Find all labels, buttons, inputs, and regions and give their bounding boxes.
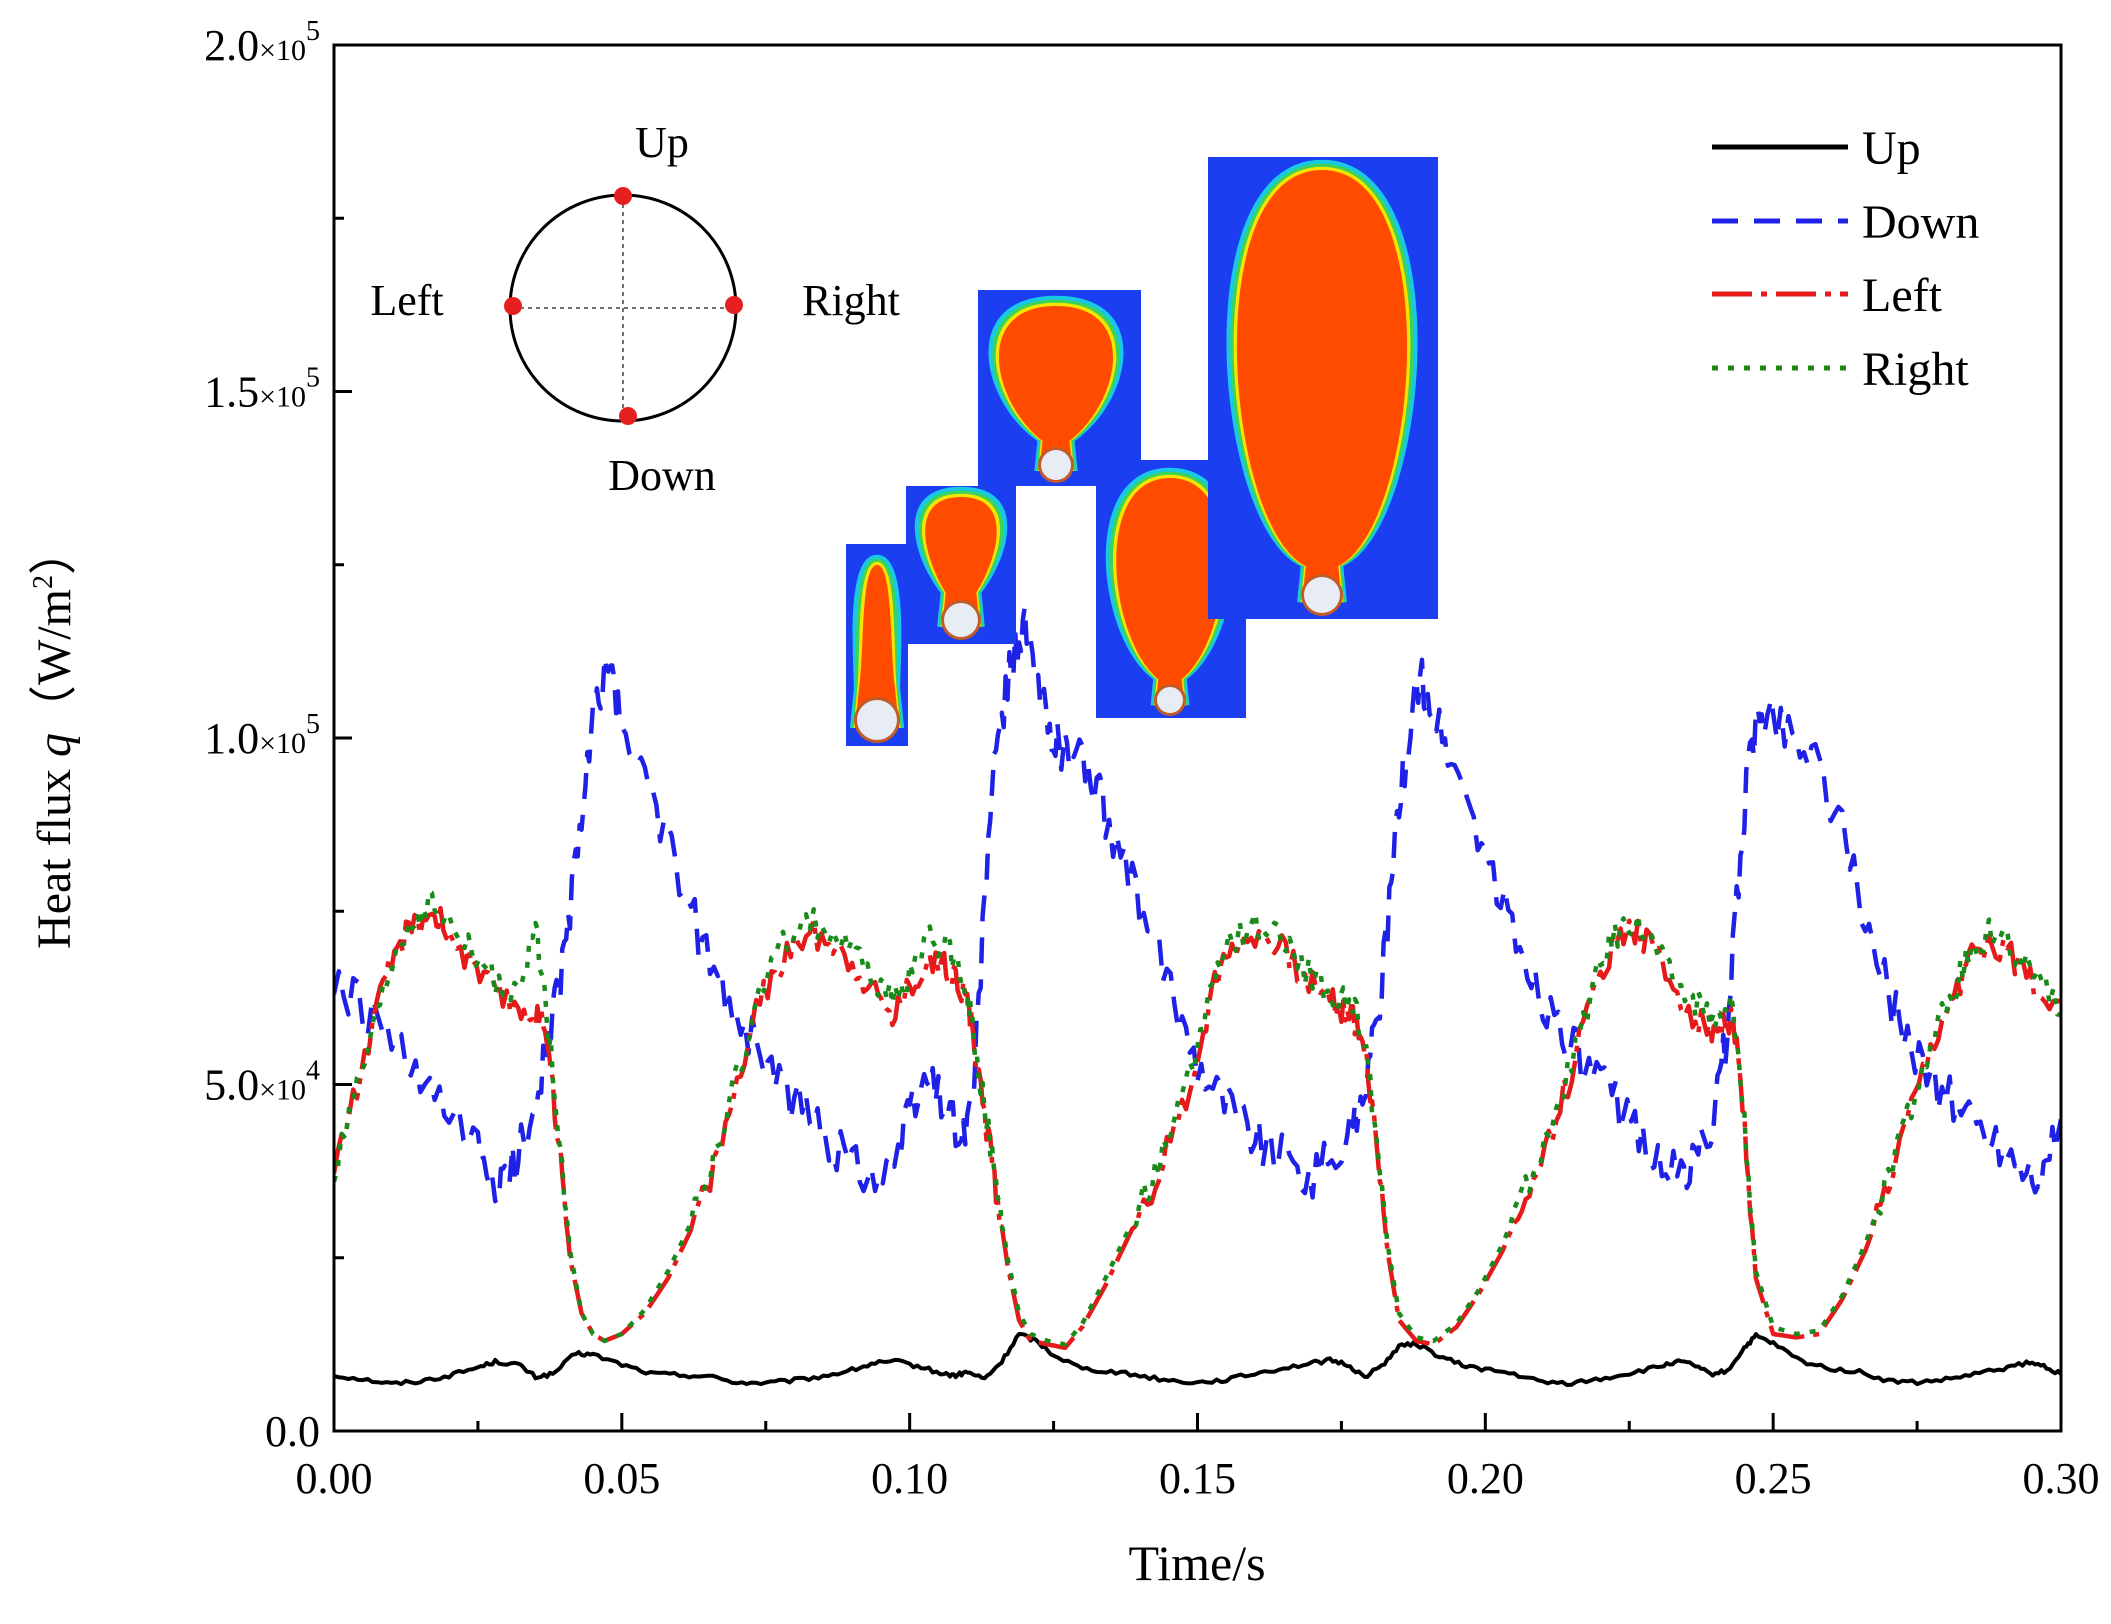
series-line-right bbox=[334, 889, 2061, 1347]
series-line-up bbox=[334, 1332, 2061, 1387]
legend-label-right: Right bbox=[1862, 343, 1969, 396]
bubble-frame-1 bbox=[846, 544, 908, 746]
series-line-down bbox=[334, 604, 2061, 1204]
right-point-marker bbox=[725, 296, 743, 314]
x-tick-label: 0.25 bbox=[1735, 1454, 1812, 1503]
plot-frame bbox=[332, 43, 2063, 1433]
bubble-snapshots bbox=[846, 157, 1438, 746]
x-tick-label: 0.20 bbox=[1447, 1454, 1524, 1503]
x-tick-label: 0.30 bbox=[2023, 1454, 2100, 1503]
bubble-frame-3 bbox=[978, 290, 1141, 486]
down-point-marker bbox=[619, 407, 637, 425]
bubble-frame-2 bbox=[906, 486, 1016, 644]
inset-label-left: Left bbox=[370, 276, 443, 325]
heating-wire bbox=[1041, 450, 1071, 480]
vapor-bubble bbox=[1236, 170, 1408, 603]
bubble-frame-5 bbox=[1208, 157, 1438, 619]
series-layer bbox=[334, 604, 2061, 1387]
series-line-left bbox=[334, 905, 2061, 1351]
vapor-bubble bbox=[855, 565, 899, 728]
legend: Up Down Left Right bbox=[1712, 122, 1979, 396]
x-tick-label: 0.05 bbox=[583, 1454, 660, 1503]
y-axis-label: Heat flux q（W/m2） bbox=[28, 527, 81, 949]
vapor-bubble bbox=[925, 497, 997, 627]
heating-wire bbox=[857, 700, 897, 740]
x-axis-label: Time/s bbox=[1128, 1535, 1265, 1591]
x-tick-label: 0.10 bbox=[871, 1454, 948, 1503]
x-tick-label: 0.00 bbox=[296, 1454, 373, 1503]
y-tick-label: 5.0×104 bbox=[204, 1056, 320, 1110]
legend-label-left: Left bbox=[1862, 269, 1943, 322]
y-axis: 0.0 5.0×104 1.0×105 1.5×105 2.0×105 bbox=[204, 16, 352, 1456]
y-tick-label: 2.0×105 bbox=[204, 16, 320, 70]
vapor-bubble bbox=[1116, 478, 1224, 706]
inset-label-right: Right bbox=[802, 276, 900, 325]
y-tick-label: 0.0 bbox=[265, 1407, 320, 1456]
x-tick-label: 0.15 bbox=[1159, 1454, 1236, 1503]
x-axis: 0.00 0.05 0.10 0.15 0.20 0.25 0.30 bbox=[296, 1413, 2100, 1503]
y-tick-label: 1.0×105 bbox=[204, 709, 320, 763]
heating-wire bbox=[1157, 687, 1183, 713]
heating-wire bbox=[944, 603, 978, 637]
inset-label-up: Up bbox=[635, 118, 689, 167]
legend-label-up: Up bbox=[1862, 122, 1921, 175]
up-point-marker bbox=[614, 187, 632, 205]
heating-wire bbox=[1304, 577, 1340, 613]
inset-label-down: Down bbox=[608, 451, 716, 500]
vapor-bubble bbox=[998, 306, 1114, 471]
tube-position-inset: Up Down Left Right bbox=[370, 118, 900, 500]
left-point-marker bbox=[504, 297, 522, 315]
legend-label-down: Down bbox=[1862, 196, 1979, 249]
y-tick-label: 1.5×105 bbox=[204, 363, 320, 417]
